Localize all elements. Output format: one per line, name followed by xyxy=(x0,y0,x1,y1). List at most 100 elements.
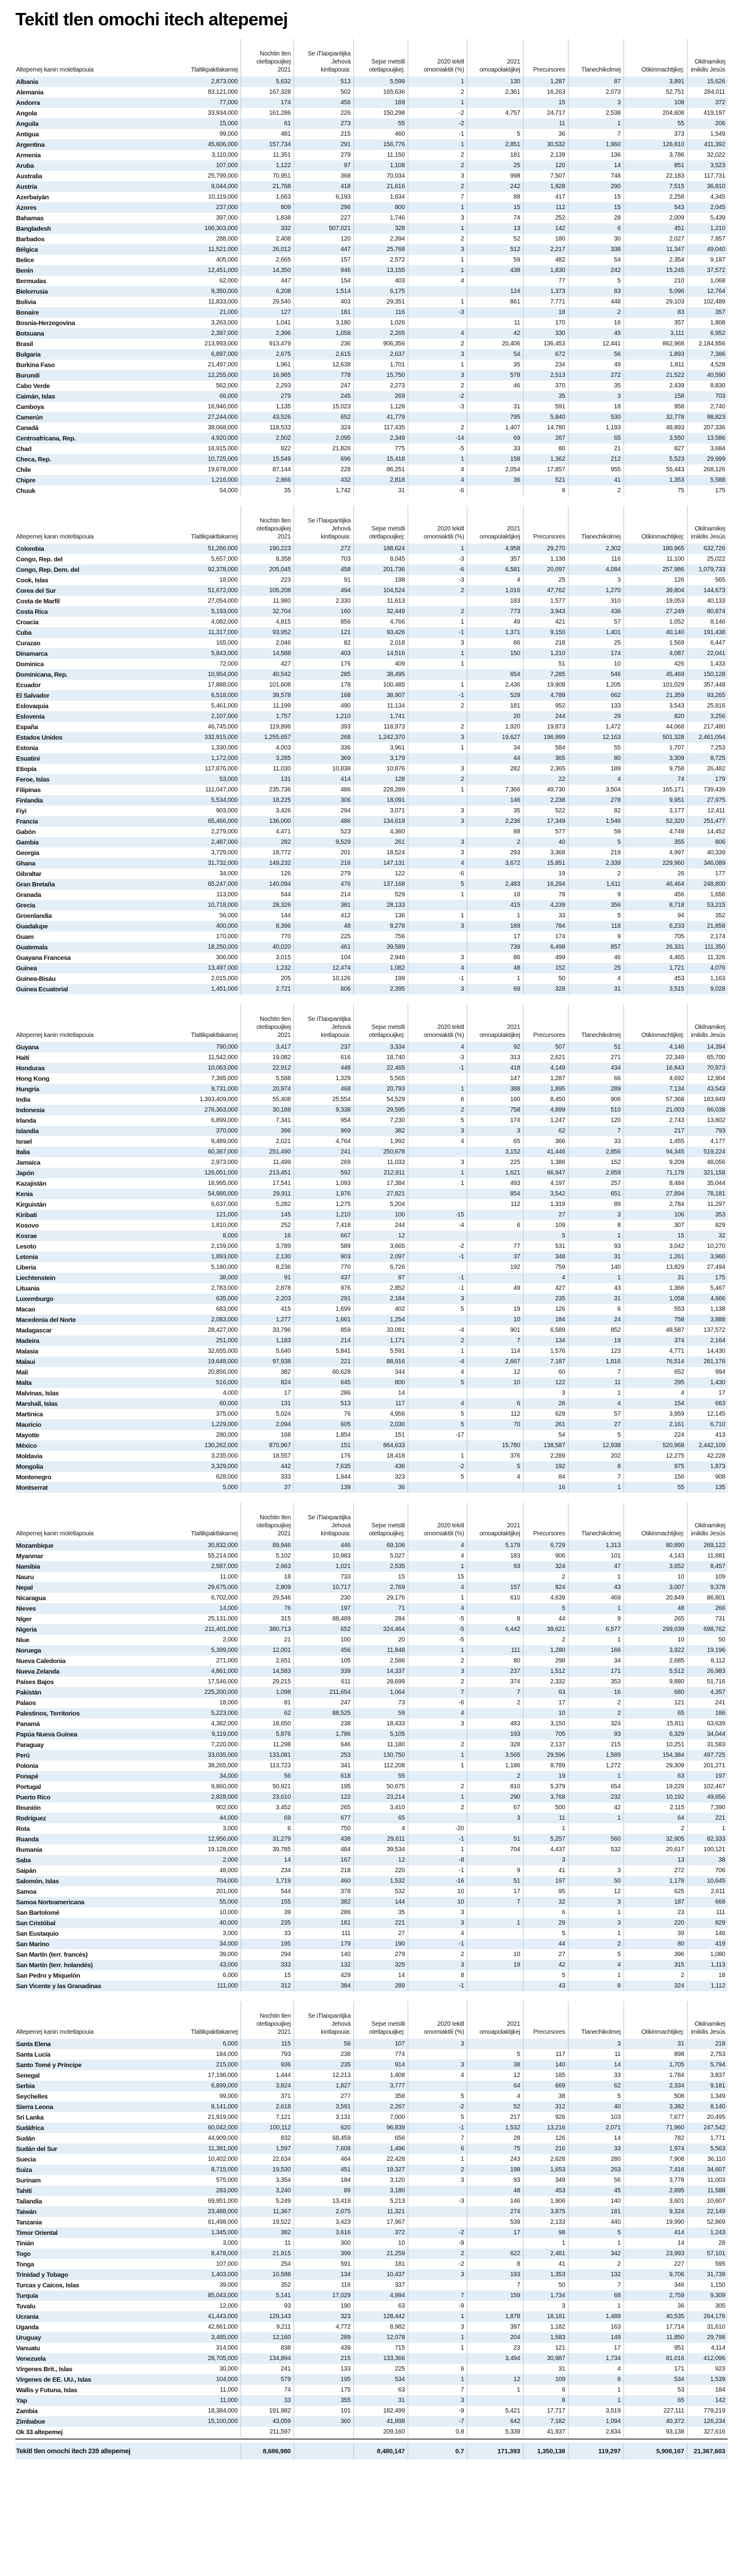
value-cell: 10,063,000 xyxy=(136,1063,241,1073)
value-cell: 2,217 xyxy=(523,244,569,255)
country-cell: Indonesia xyxy=(16,1106,45,1114)
value-cell: 1,112 xyxy=(710,1983,725,1989)
value-cell: 12,001 xyxy=(240,1645,294,1656)
column-header: Tlanechikolmej xyxy=(568,39,624,76)
value-cell: 93 xyxy=(240,2301,294,2311)
value-cell: 184 xyxy=(523,1315,569,1325)
value-cell: 195 xyxy=(294,2374,354,2385)
value-cell: 80,890 xyxy=(623,1540,688,1551)
value-cell: 1,496 xyxy=(353,2144,408,2154)
value-cell: 11,000 xyxy=(136,2395,241,2406)
value-cell: 32,449 xyxy=(353,606,408,617)
value-cell: 48,056 xyxy=(707,1159,725,1166)
value-cell: 265 xyxy=(623,1614,688,1624)
value-cell: 635,000 xyxy=(136,1294,241,1304)
value-cell: 1 xyxy=(722,1825,726,1832)
value-cell: 291 xyxy=(294,1294,354,1304)
value-cell xyxy=(467,659,524,669)
country-cell: Australia xyxy=(16,172,43,180)
country-cell: Granada xyxy=(16,891,41,899)
value-cell: 5,640 xyxy=(240,1346,294,1356)
value-cell: 4 xyxy=(408,1540,467,1551)
value-cell: 1 xyxy=(408,1561,467,1572)
country-cell: Burundi xyxy=(16,371,40,379)
value-cell: 19 xyxy=(467,1304,524,1315)
country-cell: Luxemburgo xyxy=(16,1295,54,1303)
value-cell: 672 xyxy=(523,349,569,360)
value-cell: 355 xyxy=(294,2395,354,2406)
value-cell xyxy=(408,596,467,606)
value-cell: 136,453 xyxy=(523,339,569,349)
value-cell: 11,521,000 xyxy=(136,244,241,255)
country-cell: Benín xyxy=(16,266,33,275)
value-cell: 215 xyxy=(568,1740,624,1750)
table-row: San Martín (terr. francés) 39,000 294 140 27… xyxy=(15,1949,728,1960)
table-row: Guayana Francesa 306,000 3,015 104 2,946 3 86 4… xyxy=(15,952,728,963)
country-cell: Tinián xyxy=(16,2239,34,2247)
value-cell: 2,330 xyxy=(294,596,354,606)
country-cell: Nicaragua xyxy=(16,1594,46,1602)
value-cell: 22,912 xyxy=(240,1063,294,1073)
table-row: Burundi 12,255,000 16,965 778 15,750 3 578 2,51… xyxy=(15,370,728,381)
value-cell: 1,080 xyxy=(710,1951,725,1958)
value-cell: 234 xyxy=(240,1865,294,1876)
table-row: Guinea Ecuatorial 1,451,000 2,721 606 2,395 3… xyxy=(15,984,728,994)
value-cell: 2 xyxy=(408,150,467,160)
value-cell: 2,513 xyxy=(523,370,569,381)
value-cell: 31 xyxy=(353,485,408,496)
value-cell: 32,022 xyxy=(707,152,725,159)
value-cell: 2,159,000 xyxy=(136,1241,241,1252)
value-cell: 44 xyxy=(467,753,524,764)
value-cell: 29,103 xyxy=(623,297,688,307)
value-cell: 3 xyxy=(523,2301,569,2311)
value-cell: 11,351 xyxy=(240,150,294,160)
value-cell: 2 xyxy=(467,1771,524,1781)
value-cell: 119,896 xyxy=(240,722,294,732)
country-cell: Samoa Norteamericana xyxy=(16,1898,84,1906)
value-cell: 163 xyxy=(568,2322,624,2332)
value-cell: 111 xyxy=(294,1928,354,1939)
value-cell: 914 xyxy=(353,2060,408,2070)
value-cell: 12,764 xyxy=(707,288,725,295)
country-cell: Santa Elena xyxy=(16,2040,51,2048)
value-cell xyxy=(467,1970,524,1981)
value-cell: 117,435 xyxy=(353,423,408,433)
value-cell: 14 xyxy=(568,160,624,171)
value-cell: 1 xyxy=(467,2385,524,2395)
value-cell: 3 xyxy=(408,1719,467,1729)
value-cell xyxy=(136,2427,241,2437)
value-cell: 7,416 xyxy=(623,2165,688,2175)
country-cell: Congo, Rep. del xyxy=(16,555,63,563)
value-cell: 21,858 xyxy=(707,923,725,930)
value-cell: 1,210 xyxy=(294,711,354,722)
value-cell: 214 xyxy=(294,1335,354,1346)
value-cell: 49 xyxy=(467,617,524,627)
value-cell: 625 xyxy=(623,1886,688,1897)
value-cell: 176 xyxy=(294,659,354,669)
value-cell: 405,000 xyxy=(136,255,241,265)
value-cell: 906 xyxy=(523,1551,569,1561)
value-cell: 39 xyxy=(623,1928,688,1939)
value-cell: 93,426 xyxy=(353,627,408,638)
table-row: Costa Rica 5,193,000 32,704 160 32,449 2 773 3,… xyxy=(15,606,728,617)
value-cell: 30,188 xyxy=(240,1105,294,1115)
value-cell: 139 xyxy=(294,1482,354,1493)
value-cell: 23,610 xyxy=(240,1792,294,1802)
table-row: Kosrae 8,000 16 667 12 5 1 15 32 xyxy=(15,1231,728,1241)
value-cell: 15,023 xyxy=(294,402,354,412)
value-cell: 11,542,000 xyxy=(136,1052,241,1063)
value-cell: 312 xyxy=(240,1981,294,1991)
value-cell: 5 xyxy=(467,2049,524,2060)
country-cell: Cabo Verde xyxy=(16,382,50,390)
value-cell: 2,721 xyxy=(240,984,294,994)
value-cell: 17,714 xyxy=(623,2322,688,2332)
value-cell: 134 xyxy=(294,2269,354,2280)
value-cell: 29 xyxy=(568,711,624,722)
country-cell: Timor Oriental xyxy=(16,2229,58,2237)
value-cell: 2,095 xyxy=(294,433,354,444)
value-cell: 41 xyxy=(568,475,624,485)
report-table-section-5: Altepemej kanin motetlapouia Tlaltikpaktl… xyxy=(15,2001,728,2437)
value-cell: 706 xyxy=(715,1867,725,1874)
value-cell: 41 xyxy=(523,2259,569,2269)
value-cell: 25 xyxy=(467,160,524,171)
